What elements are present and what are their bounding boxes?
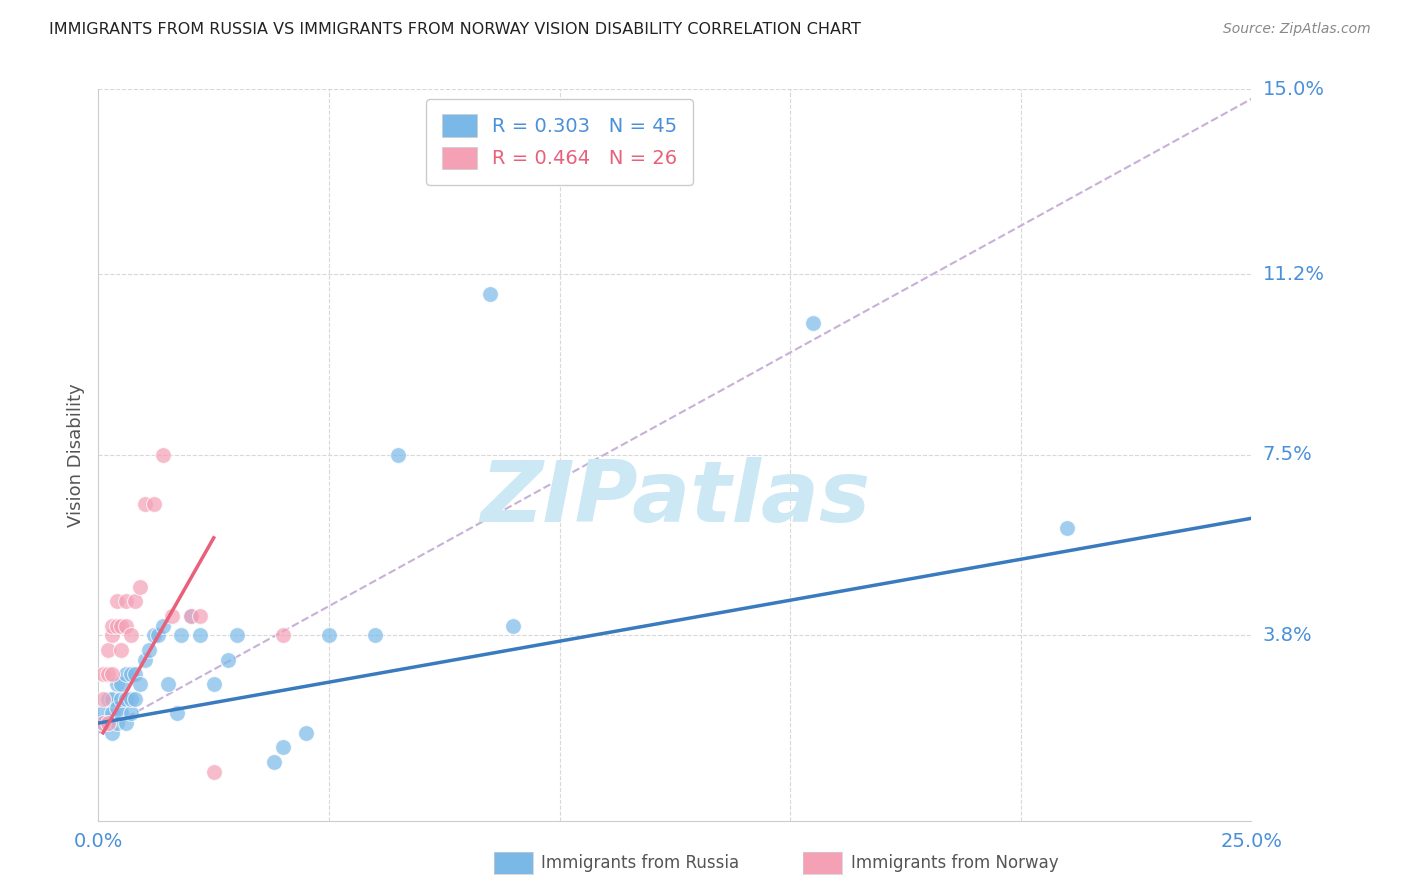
Point [110,691,132,706]
Point [124,691,146,706]
Point [97,716,120,731]
Point [152,618,174,632]
Point [101,628,124,642]
Point [101,726,124,740]
Point [364,628,387,642]
Point [180,608,202,623]
Text: IMMIGRANTS FROM RUSSIA VS IMMIGRANTS FROM NORWAY VISION DISABILITY CORRELATION C: IMMIGRANTS FROM RUSSIA VS IMMIGRANTS FRO… [49,22,860,37]
Point [120,706,142,721]
Point [91,691,114,706]
Point [105,618,128,632]
Point [134,653,156,667]
Point [318,628,340,642]
Point [225,628,247,642]
Point [91,716,114,731]
Text: 3.8%: 3.8% [1263,626,1312,645]
Point [129,580,152,594]
Point [91,667,114,681]
Point [142,497,165,511]
Point [271,740,294,755]
Point [115,691,138,706]
Point [120,628,142,642]
Text: 15.0%: 15.0% [1263,79,1324,99]
Point [166,706,188,721]
Point [160,608,183,623]
Point [801,316,824,330]
Text: 11.2%: 11.2% [1263,265,1324,284]
Point [142,628,165,642]
Point [101,618,124,632]
Text: ZIPatlas: ZIPatlas [479,458,870,541]
Point [129,677,152,691]
Point [134,497,156,511]
Point [110,643,132,657]
Point [97,691,120,706]
Text: Immigrants from Russia: Immigrants from Russia [541,855,740,872]
Point [105,677,128,691]
Point [263,755,285,769]
Point [295,726,318,740]
Point [101,691,124,706]
Point [502,618,524,632]
Point [1056,521,1078,535]
Point [110,706,132,721]
Point [202,764,225,779]
Point [479,287,502,301]
Point [115,667,138,681]
Point [217,653,239,667]
Y-axis label: Vision Disability: Vision Disability [66,383,84,527]
Point [120,691,142,706]
Point [97,643,120,657]
Text: 7.5%: 7.5% [1263,445,1312,465]
Point [115,594,138,608]
Point [110,677,132,691]
Point [120,667,142,681]
Point [387,448,409,462]
Point [105,701,128,715]
Point [170,628,193,642]
Point [97,667,120,681]
Point [148,628,170,642]
Point [271,628,294,642]
Legend: R = 0.303   N = 45, R = 0.464   N = 26: R = 0.303 N = 45, R = 0.464 N = 26 [426,99,693,185]
Point [156,677,179,691]
Point [124,667,146,681]
Point [110,618,132,632]
Point [124,594,146,608]
Point [97,716,120,731]
Point [91,706,114,721]
Point [101,667,124,681]
Text: Immigrants from Norway: Immigrants from Norway [851,855,1059,872]
Point [115,618,138,632]
Point [138,643,160,657]
Point [91,716,114,731]
Point [202,677,225,691]
Point [115,716,138,731]
Point [188,628,211,642]
Text: Source: ZipAtlas.com: Source: ZipAtlas.com [1223,22,1371,37]
Point [188,608,211,623]
Point [101,706,124,721]
Point [152,448,174,462]
Point [180,608,202,623]
Point [105,594,128,608]
Point [105,716,128,731]
